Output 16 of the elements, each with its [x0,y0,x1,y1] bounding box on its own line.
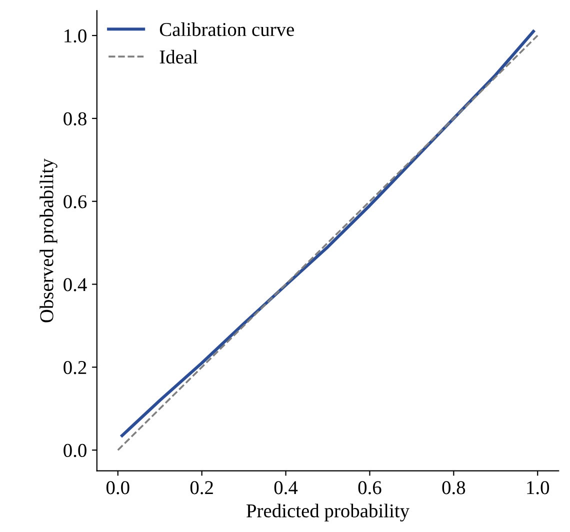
x-tick-label: 1.0 [527,481,550,494]
y-axis-title: Observed probability [40,158,58,322]
y-tick-label: 0.6 [64,195,87,208]
y-tick-label: 0.8 [64,112,86,126]
x-tick-label: 0.6 [358,481,382,494]
x-axis-title: Predicted probability [246,504,410,522]
legend-label: Ideal [160,50,198,64]
y-tick-label: 0.0 [64,444,86,458]
y-tick-label: 1.0 [64,29,86,43]
x-tick-label: 0.8 [442,481,466,494]
x-tick-label: 0.4 [274,481,298,494]
x-tick-label: 0.2 [190,481,213,494]
legend-label: Calibration curve [160,22,294,36]
y-tick-label: 0.2 [64,360,86,374]
x-tick-label: 0.0 [106,481,130,494]
y-tick-label: 0.4 [64,278,87,292]
